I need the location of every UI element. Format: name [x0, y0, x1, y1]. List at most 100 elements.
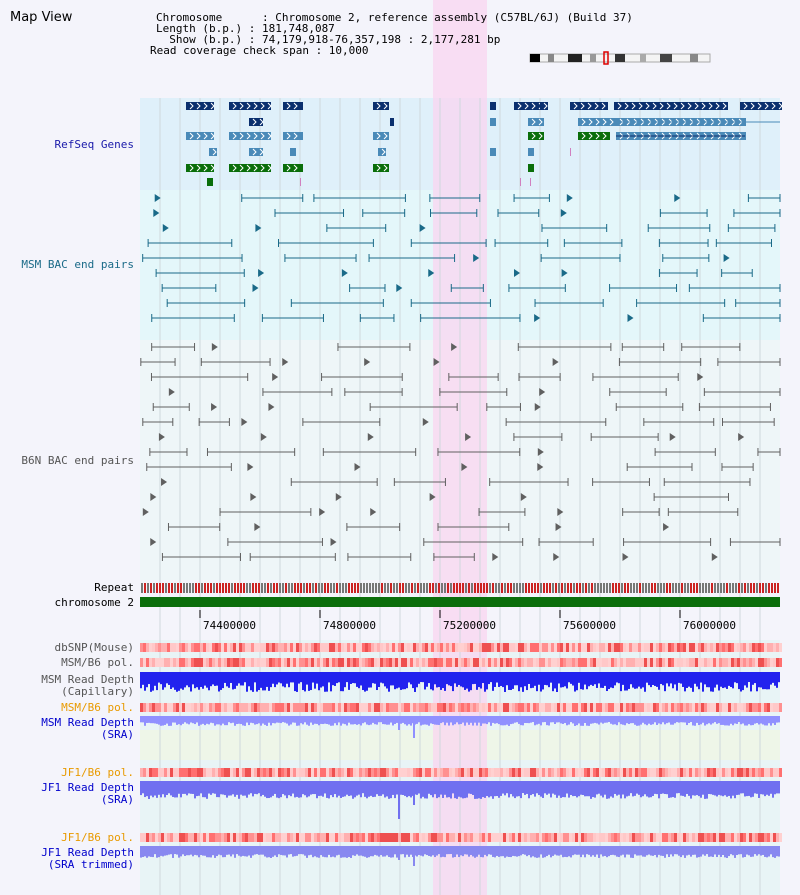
heat-cell[interactable]: [218, 768, 221, 777]
heat-cell[interactable]: [674, 658, 677, 667]
heat-cell[interactable]: [254, 703, 257, 712]
depth-bar[interactable]: [638, 846, 640, 856]
heat-cell[interactable]: [212, 658, 215, 667]
repeat-element[interactable]: [684, 583, 686, 593]
depth-bar[interactable]: [334, 781, 336, 795]
repeat-element[interactable]: [735, 583, 737, 593]
depth-bar[interactable]: [776, 716, 778, 723]
heat-cell[interactable]: [608, 658, 611, 667]
heat-cell[interactable]: [407, 768, 410, 777]
heat-cell[interactable]: [140, 703, 143, 712]
depth-bar[interactable]: [456, 781, 458, 799]
track-label-repeat[interactable]: Repeat: [94, 581, 134, 594]
depth-bar[interactable]: [554, 781, 556, 795]
heat-cell[interactable]: [617, 703, 620, 712]
depth-bar[interactable]: [348, 781, 350, 797]
heat-cell[interactable]: [422, 658, 425, 667]
depth-bar[interactable]: [772, 672, 774, 683]
depth-bar[interactable]: [288, 781, 290, 796]
depth-bar[interactable]: [158, 716, 160, 725]
depth-bar[interactable]: [520, 716, 522, 726]
depth-bar[interactable]: [158, 846, 160, 858]
heat-cell[interactable]: [680, 643, 683, 652]
heat-cell[interactable]: [581, 643, 584, 652]
depth-bar[interactable]: [552, 781, 554, 794]
depth-bar[interactable]: [410, 846, 412, 855]
heat-cell[interactable]: [458, 833, 461, 842]
depth-bar[interactable]: [294, 846, 296, 857]
depth-bar[interactable]: [506, 672, 508, 686]
depth-bar[interactable]: [394, 672, 396, 690]
heat-cell[interactable]: [455, 833, 458, 842]
heat-cell[interactable]: [494, 703, 497, 712]
depth-bar[interactable]: [578, 846, 580, 855]
heat-cell[interactable]: [182, 658, 185, 667]
depth-bar[interactable]: [488, 781, 490, 798]
repeat-element[interactable]: [453, 583, 455, 593]
depth-bar[interactable]: [140, 781, 142, 796]
heat-cell[interactable]: [335, 833, 338, 842]
depth-bar[interactable]: [736, 846, 738, 856]
depth-bar[interactable]: [208, 846, 210, 858]
heat-cell[interactable]: [389, 768, 392, 777]
heat-cell[interactable]: [614, 643, 617, 652]
depth-bar[interactable]: [408, 846, 410, 857]
heat-cell[interactable]: [689, 703, 692, 712]
heat-cell[interactable]: [509, 833, 512, 842]
heat-cell[interactable]: [635, 658, 638, 667]
heat-cell[interactable]: [407, 703, 410, 712]
repeat-element[interactable]: [150, 583, 152, 593]
depth-bar[interactable]: [472, 672, 474, 685]
depth-bar[interactable]: [140, 846, 142, 858]
depth-bar[interactable]: [432, 672, 434, 691]
heat-cell[interactable]: [422, 703, 425, 712]
depth-bar[interactable]: [366, 781, 368, 799]
depth-bar[interactable]: [748, 716, 750, 725]
depth-bar[interactable]: [518, 846, 520, 857]
depth-bar[interactable]: [256, 672, 258, 692]
gene-feature[interactable]: [373, 102, 389, 110]
heat-cell[interactable]: [530, 703, 533, 712]
heat-cell[interactable]: [197, 658, 200, 667]
heat-cell[interactable]: [647, 703, 650, 712]
heat-cell[interactable]: [632, 768, 635, 777]
depth-bar[interactable]: [396, 716, 398, 723]
heat-cell[interactable]: [263, 658, 266, 667]
depth-bar[interactable]: [196, 672, 198, 688]
depth-bar[interactable]: [708, 846, 710, 857]
depth-bar[interactable]: [228, 846, 230, 855]
depth-bar[interactable]: [212, 781, 214, 794]
depth-bar[interactable]: [652, 672, 654, 685]
depth-bar[interactable]: [646, 672, 648, 683]
depth-bar[interactable]: [204, 781, 206, 798]
repeat-element[interactable]: [651, 583, 653, 593]
heat-cell[interactable]: [713, 833, 716, 842]
depth-bar[interactable]: [480, 672, 482, 689]
repeat-element[interactable]: [726, 583, 728, 593]
depth-bar[interactable]: [186, 716, 188, 724]
heat-cell[interactable]: [500, 658, 503, 667]
depth-bar[interactable]: [754, 716, 756, 724]
depth-bar[interactable]: [432, 846, 434, 856]
depth-bar[interactable]: [322, 781, 324, 797]
repeat-element[interactable]: [207, 583, 209, 593]
depth-bar[interactable]: [288, 846, 290, 855]
heat-cell[interactable]: [254, 833, 257, 842]
depth-bar[interactable]: [354, 716, 356, 725]
depth-bar[interactable]: [596, 716, 598, 724]
heat-cell[interactable]: [341, 768, 344, 777]
heat-cell[interactable]: [314, 703, 317, 712]
repeat-element[interactable]: [558, 583, 560, 593]
depth-bar[interactable]: [178, 716, 180, 725]
depth-bar[interactable]: [758, 846, 760, 855]
heat-cell[interactable]: [356, 703, 359, 712]
depth-bar[interactable]: [616, 672, 618, 683]
repeat-element[interactable]: [435, 583, 437, 593]
depth-bar[interactable]: [534, 672, 536, 686]
heat-cell[interactable]: [635, 768, 638, 777]
depth-bar[interactable]: [556, 672, 558, 692]
heat-cell[interactable]: [464, 643, 467, 652]
depth-bar[interactable]: [366, 716, 368, 725]
depth-bar[interactable]: [626, 846, 628, 855]
depth-bar[interactable]: [386, 781, 388, 797]
